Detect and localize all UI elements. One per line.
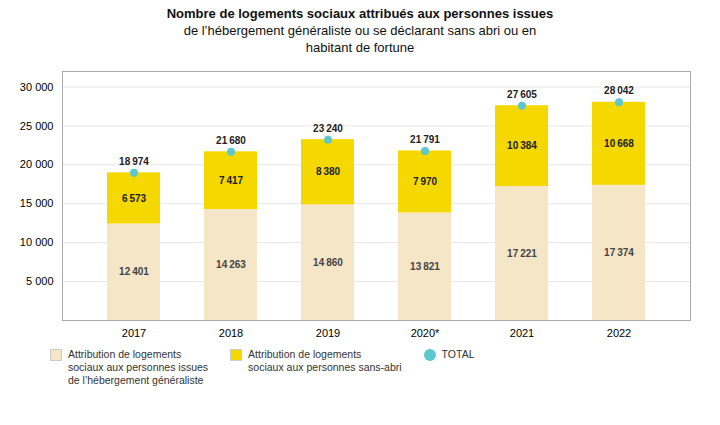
html-text:Nombre de logements sociaux at: Nombre de logements sociaux attribués au… (166, 6, 554, 21)
svg-text:10 000: 10 000 (20, 236, 54, 248)
svg-text:21 791: 21 791 (410, 134, 440, 145)
svg-text:2018: 2018 (219, 327, 243, 339)
svg-text:2022: 2022 (607, 327, 631, 339)
html-text:Attribution de logements socia: Attribution de logements sociaux aux per… (68, 347, 209, 386)
svg-text:17 221: 17 221 (507, 247, 537, 258)
svg-text:10 384: 10 384 (507, 140, 537, 151)
svg-text:2017: 2017 (122, 327, 146, 339)
html-text:TOTAL: TOTAL (441, 347, 475, 360)
svg-text:6 573: 6 573 (122, 192, 147, 203)
svg-text:27 605: 27 605 (507, 88, 537, 99)
html-text:Attribution de logements socia: Attribution de logements sociaux aux per… (248, 347, 402, 373)
svg-text:10 668: 10 668 (604, 138, 634, 149)
svg-text:7 417: 7 417 (219, 175, 244, 186)
svg-text:15 000: 15 000 (20, 197, 54, 209)
svg-text:8 380: 8 380 (316, 166, 341, 177)
svg-text:14 263: 14 263 (216, 259, 246, 270)
svg-text:2021: 2021 (510, 327, 534, 339)
svg-text:23 240: 23 240 (313, 122, 343, 133)
svg-text:12 401: 12 401 (119, 266, 149, 277)
svg-text:2019: 2019 (316, 327, 340, 339)
svg-text:30 000: 30 000 (20, 80, 54, 92)
svg-text:20 000: 20 000 (20, 158, 54, 170)
svg-text:13 821: 13 821 (410, 261, 440, 272)
svg-text:28 042: 28 042 (604, 85, 634, 96)
svg-text:21 680: 21 680 (216, 134, 246, 145)
svg-text:18 974: 18 974 (119, 156, 149, 167)
html-text:habitant de fortune: habitant de fortune (305, 39, 415, 55)
svg-text:25 000: 25 000 (20, 119, 54, 131)
html-text:de l’hébergement généraliste o: de l’hébergement généraliste ou se décla… (183, 22, 537, 38)
svg-text:2020*: 2020* (411, 327, 440, 339)
svg-text:17 374: 17 374 (604, 247, 634, 258)
svg-text:5 000: 5 000 (26, 275, 54, 287)
svg-text:14 860: 14 860 (313, 257, 343, 268)
svg-text:7 970: 7 970 (413, 176, 438, 187)
